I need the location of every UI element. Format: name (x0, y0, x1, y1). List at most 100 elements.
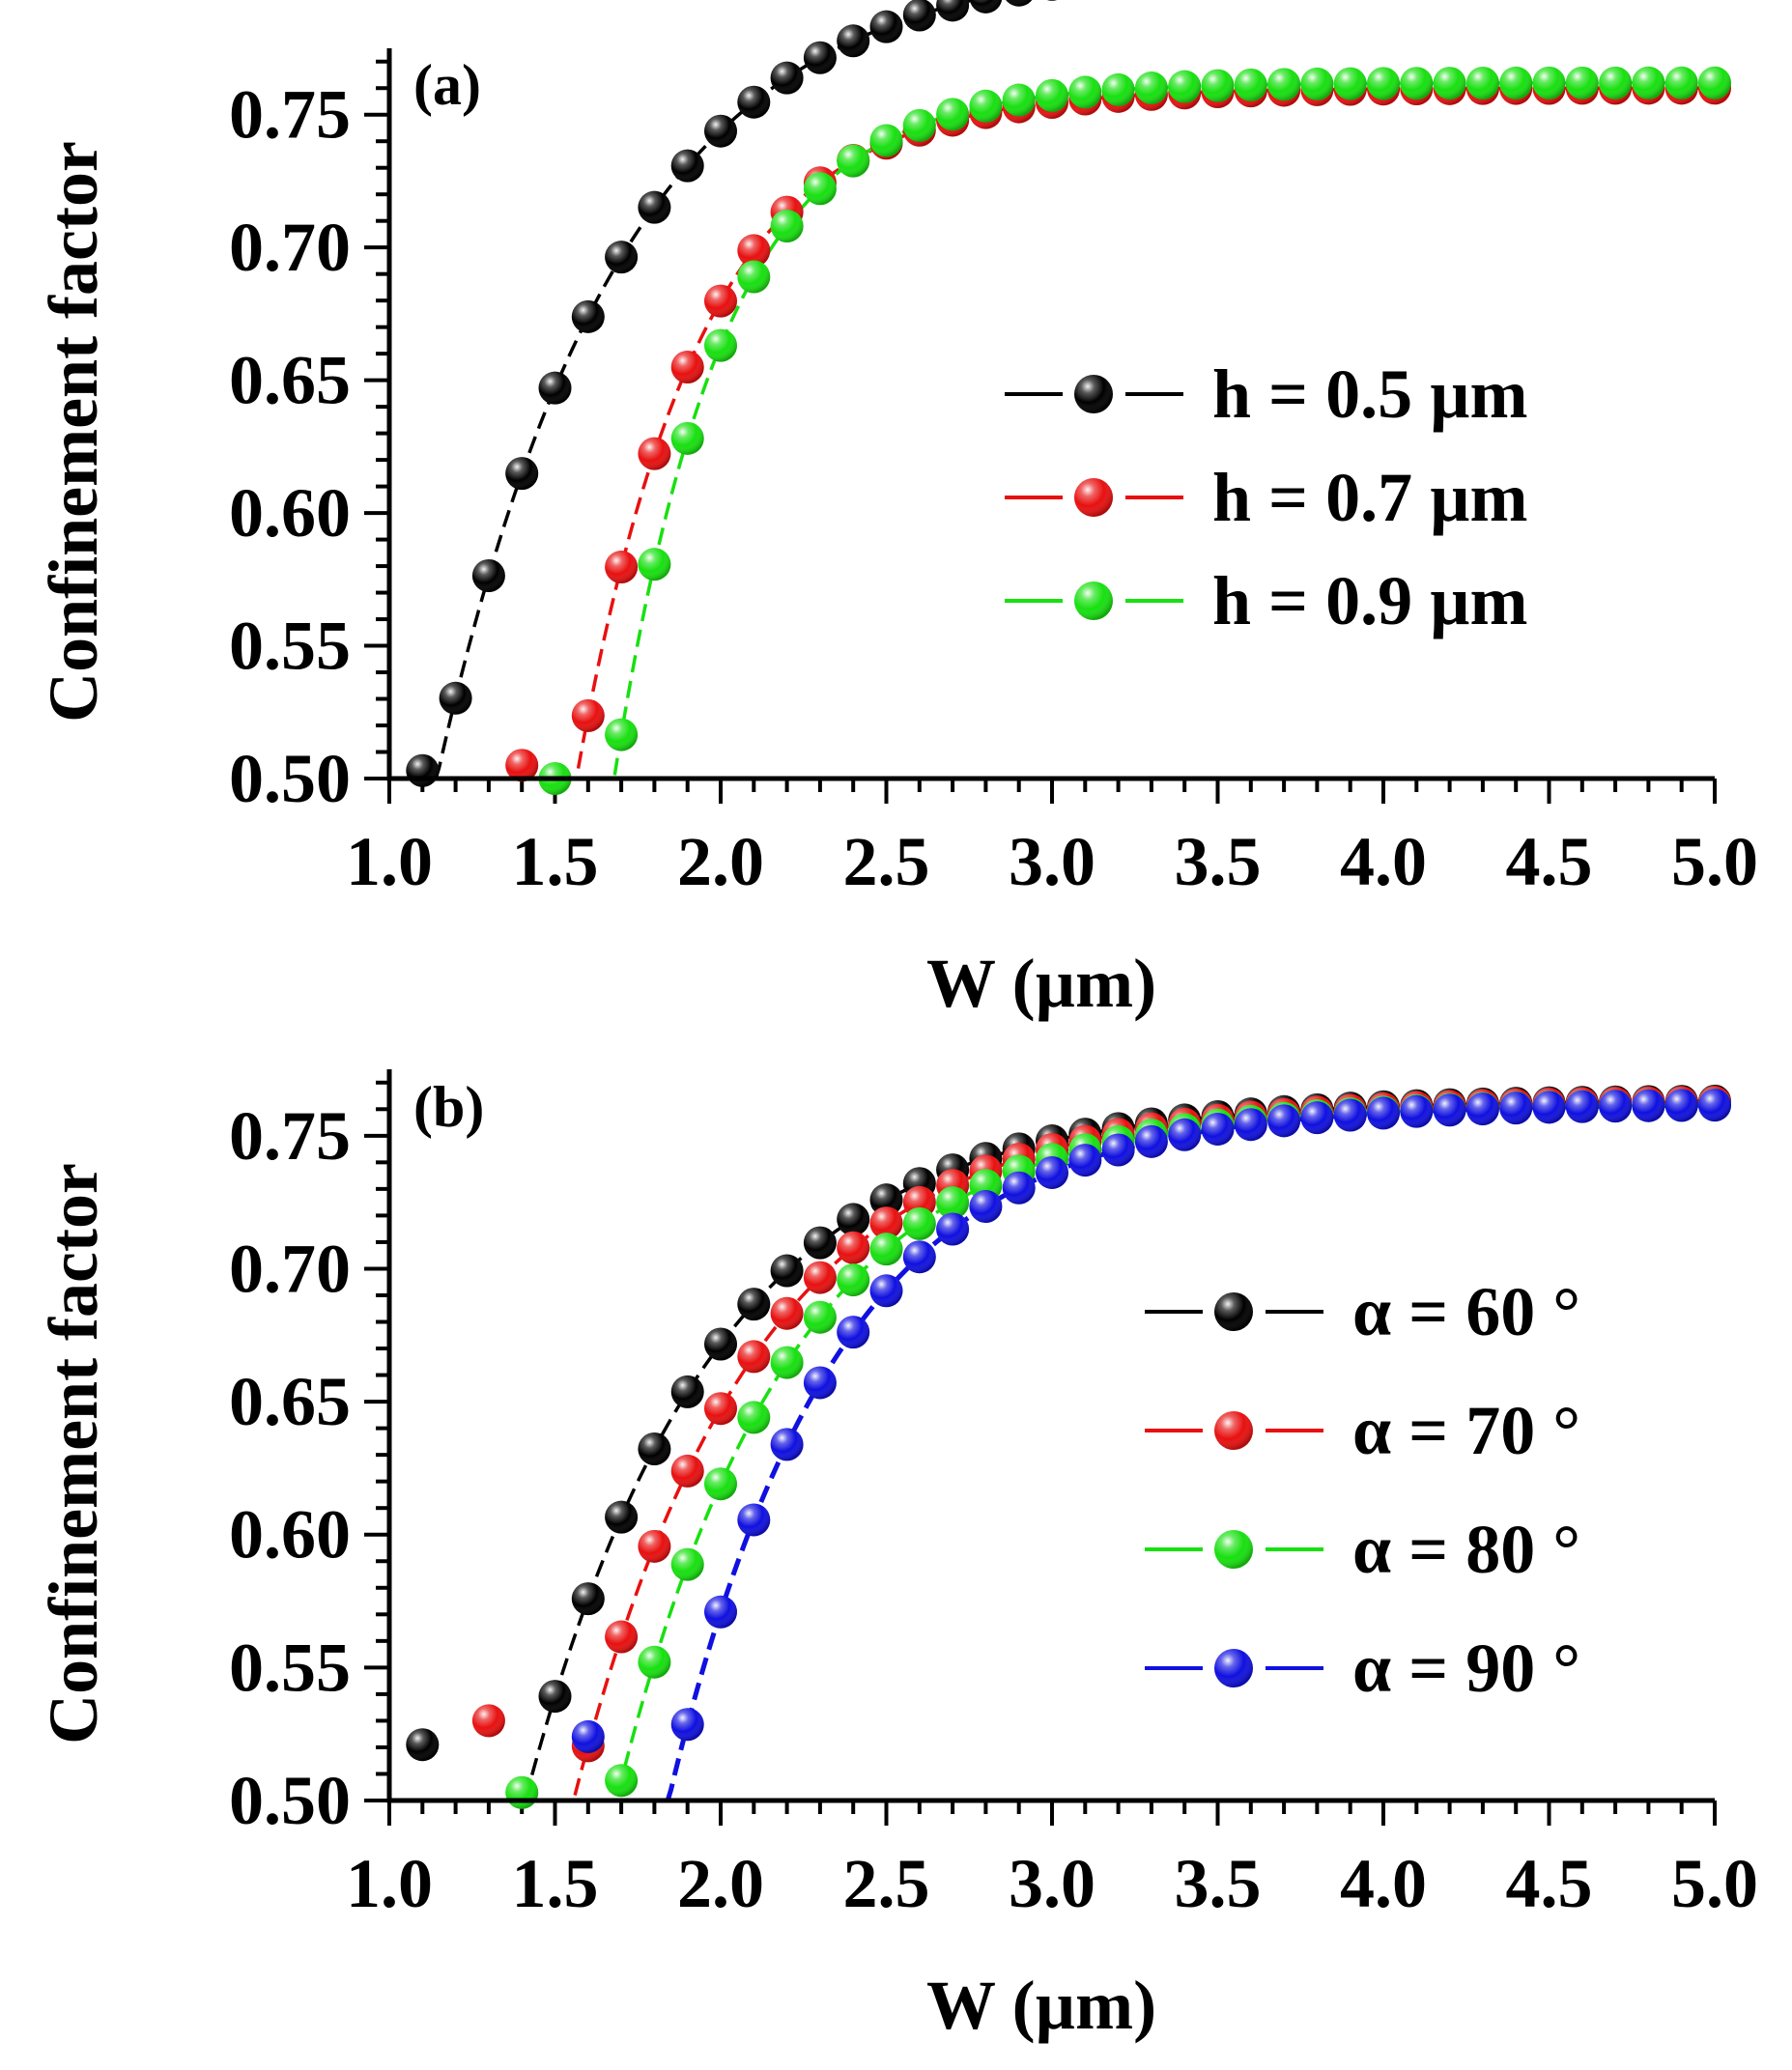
data-point (1367, 1096, 1400, 1130)
x-tick-label: 3.5 (1175, 823, 1262, 900)
data-point (969, 1189, 1003, 1223)
x-tick-label: 2.5 (843, 1845, 930, 1922)
y-tick-label: 0.55 (229, 1629, 351, 1706)
x-tick-label: 5.0 (1671, 1845, 1758, 1922)
legend-label: α = 90 ° (1352, 1630, 1580, 1707)
series-line (612, 81, 1712, 776)
data-point (571, 299, 605, 333)
legend-marker (1214, 1530, 1253, 1569)
data-point (902, 0, 936, 32)
data-point (770, 1254, 804, 1288)
panel-label-a: (a) (413, 53, 481, 117)
data-point (737, 1340, 771, 1374)
data-point (571, 1719, 605, 1753)
data-point (869, 1183, 903, 1217)
legend-entry: α = 80 ° (1145, 1511, 1580, 1588)
legend-a: h = 0.5 µm h = 0.7 µm h = 0.9 µm (1005, 355, 1528, 639)
data-point (1300, 1101, 1334, 1135)
x-tick-label: 1.0 (346, 1845, 433, 1922)
data-point (1168, 70, 1202, 103)
data-point (1532, 1091, 1566, 1124)
data-point (1068, 75, 1102, 109)
data-point (1433, 67, 1466, 100)
data-point (1046, 0, 1058, 1)
legend-marker (1074, 375, 1113, 413)
x-tick-label: 1.5 (512, 823, 599, 900)
y-axis-title-a: Confinement factor (35, 141, 112, 723)
data-point (1664, 66, 1698, 99)
x-tick-labels-a: 1.0 1.5 2.0 2.5 3.0 3.5 4.0 4.5 5.0 (346, 823, 1758, 900)
data-point (1599, 1090, 1633, 1123)
data-point (969, 0, 1003, 14)
legend-label: h = 0.5 µm (1212, 355, 1528, 433)
x-tick-label: 4.5 (1506, 1845, 1593, 1922)
data-point (737, 1288, 771, 1321)
data-point (1400, 67, 1434, 100)
data-point (869, 1206, 903, 1240)
data-point (1201, 1112, 1235, 1146)
data-point (770, 1296, 804, 1330)
y-tick-label: 0.55 (229, 608, 351, 685)
data-point (803, 1300, 837, 1334)
data-point (406, 753, 440, 787)
data-point (737, 1503, 771, 1537)
data-point (770, 1428, 804, 1461)
axes-lines (386, 48, 1715, 781)
data-point (571, 698, 605, 732)
legend-label: α = 80 ° (1352, 1511, 1580, 1588)
data-point (837, 144, 870, 178)
data-point (704, 328, 737, 362)
data-point (638, 437, 671, 470)
data-point (605, 1500, 639, 1534)
data-point (1201, 69, 1235, 102)
data-point (1101, 72, 1135, 106)
data-point (1002, 1171, 1036, 1205)
y-tick-label: 0.75 (229, 76, 351, 154)
data-point (1002, 83, 1036, 117)
y-tick-label: 0.70 (229, 1230, 351, 1307)
x-tick-label: 1.0 (346, 823, 433, 900)
data-point (1465, 1092, 1499, 1126)
data-point (837, 1316, 870, 1349)
data-point (1532, 66, 1566, 99)
data-point (471, 559, 505, 593)
data-point (605, 1620, 639, 1654)
y-tick-labels-b: 0.50 0.55 0.60 0.65 0.70 0.75 (229, 1097, 351, 1839)
data-point (638, 548, 671, 581)
data-point (1267, 1104, 1301, 1138)
data-point (1300, 67, 1334, 100)
legend-entry: α = 60 ° (1145, 1273, 1580, 1350)
data-point (1234, 1108, 1267, 1142)
legend-entry: α = 70 ° (1145, 1392, 1580, 1469)
data-point (1234, 68, 1267, 101)
data-point (704, 1595, 737, 1629)
y-tick-label: 0.50 (229, 1762, 351, 1839)
legend-b: α = 60 ° α = 70 ° α = 80 ° α = 90 ° (1145, 1273, 1580, 1707)
data-point (1367, 67, 1400, 100)
x-tick-label: 1.5 (512, 1845, 599, 1922)
panel-a: 1.0 1.5 2.0 2.5 3.0 3.5 4.0 4.5 5.0 0.50 0.55 0.60… (35, 0, 1758, 1022)
data-point (704, 1327, 737, 1361)
data-point (1632, 1089, 1665, 1122)
data-point (670, 351, 704, 384)
data-point (439, 681, 472, 715)
data-point (638, 1645, 671, 1679)
x-tick-label: 3.0 (1009, 1845, 1095, 1922)
data-point (803, 1226, 837, 1260)
data-point (869, 1274, 903, 1308)
data-point (1499, 1092, 1533, 1125)
y-tick-label: 0.50 (229, 740, 351, 817)
data-point (1134, 1124, 1168, 1158)
data-point (505, 749, 539, 782)
data-point (704, 1467, 737, 1501)
data-point (770, 1346, 804, 1379)
data-point (638, 1529, 671, 1563)
data-point (505, 1775, 539, 1809)
data-point (936, 1212, 970, 1246)
data-point (1036, 78, 1068, 112)
data-point (1267, 68, 1301, 101)
series-line (576, 86, 1712, 769)
series-markers-b (406, 1084, 1731, 1809)
data-point (803, 1261, 837, 1294)
